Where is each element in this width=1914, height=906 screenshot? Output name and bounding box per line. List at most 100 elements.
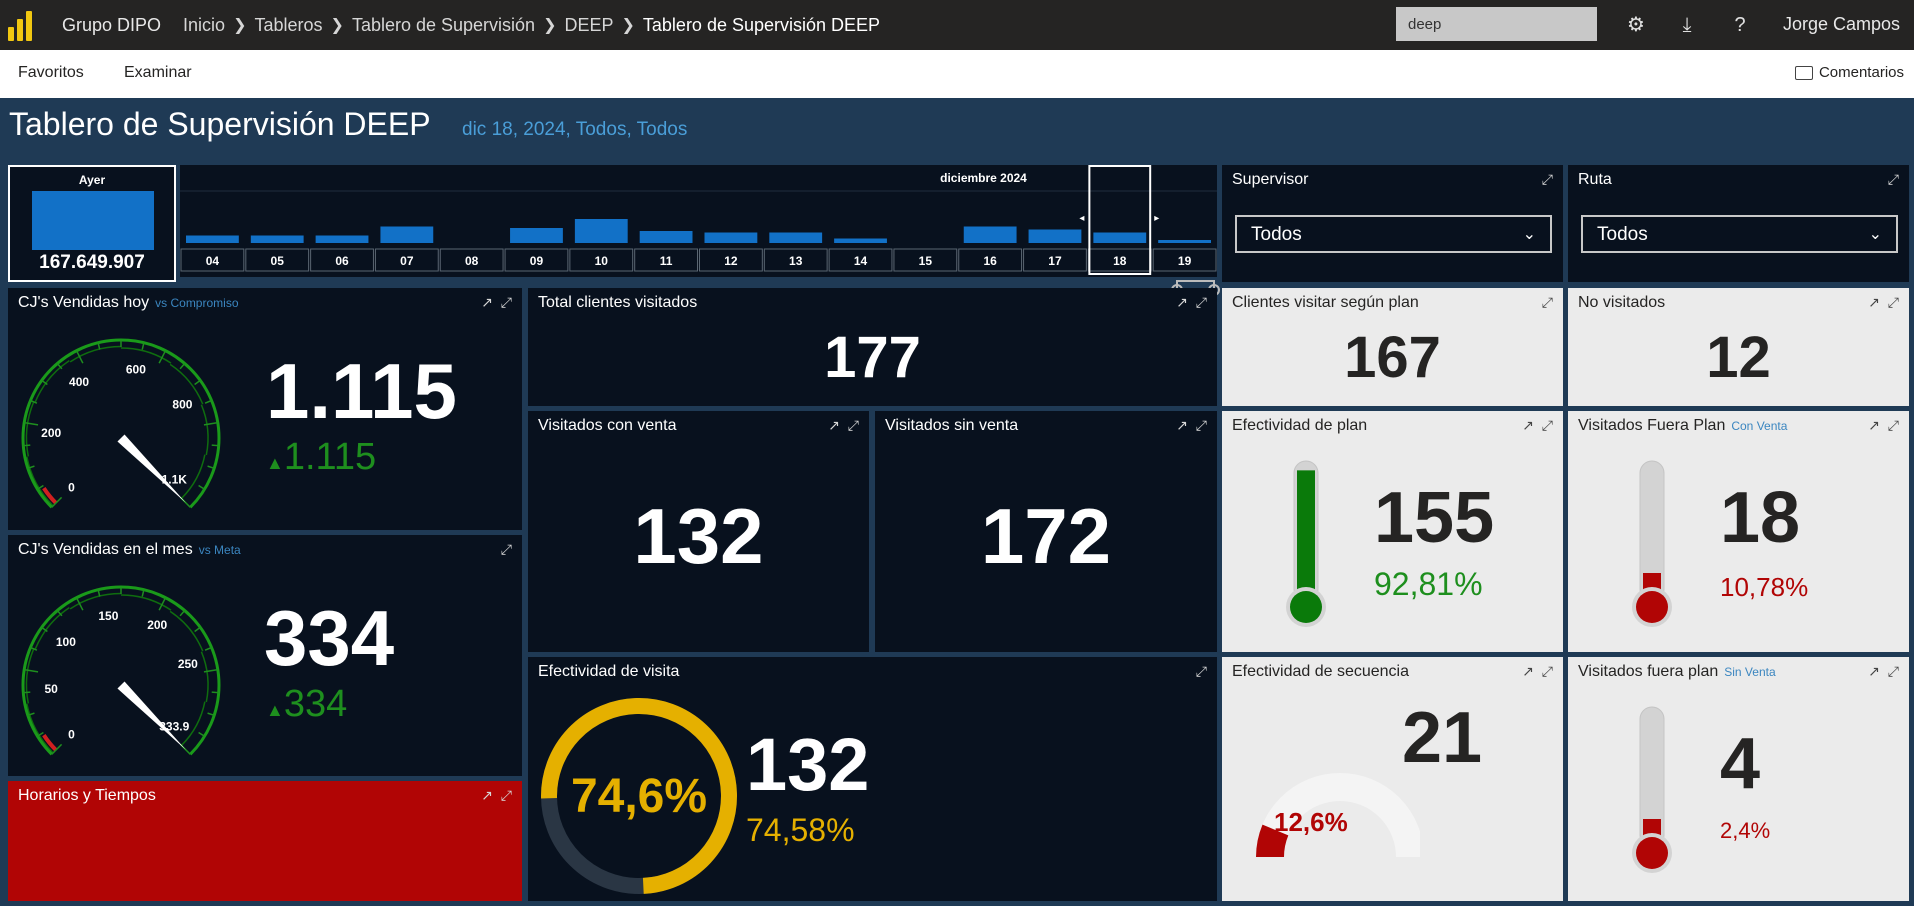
date-slicer-selected[interactable]: Ayer 167.649.907 bbox=[8, 165, 176, 282]
power-bi-logo-icon[interactable] bbox=[0, 0, 40, 50]
comments-button[interactable]: Comentarios bbox=[1794, 64, 1904, 81]
expand-icon[interactable]: ⤢ bbox=[1195, 294, 1207, 310]
expand-icon[interactable]: ⤢ bbox=[847, 417, 859, 433]
expand-icon[interactable]: ⤢ bbox=[500, 541, 512, 557]
breadcrumb-tablero-supervision[interactable]: Tablero de Supervisión bbox=[351, 14, 536, 35]
browse-link[interactable]: Examinar bbox=[124, 64, 192, 81]
timeline-day-label: 10 bbox=[595, 254, 609, 268]
gauge-band bbox=[169, 363, 204, 405]
expand-icon[interactable]: ⤢ bbox=[1541, 663, 1553, 679]
expand-icon[interactable]: ⤢ bbox=[500, 787, 512, 803]
open-external-icon[interactable]: ↗ bbox=[1176, 417, 1188, 433]
expand-icon[interactable]: ⤢ bbox=[500, 294, 512, 310]
efectividad-plan-tile[interactable]: Efectividad de plan ↗ ⤢ 155 92,81% bbox=[1222, 411, 1563, 652]
expand-icon[interactable]: ⤢ bbox=[1541, 417, 1553, 433]
gauge-band bbox=[25, 648, 35, 704]
open-external-icon[interactable]: ↗ bbox=[1522, 417, 1534, 433]
favorites-link[interactable]: Favoritos bbox=[18, 64, 84, 81]
breadcrumb-deep[interactable]: DEEP bbox=[564, 14, 614, 35]
open-external-icon[interactable]: ↗ bbox=[1176, 294, 1188, 310]
expand-icon[interactable]: ⤢ bbox=[1541, 171, 1553, 187]
fuera-plan-sin-tile[interactable]: Visitados fuera plan Sin Venta ↗ ⤢ 4 2,4% bbox=[1568, 657, 1909, 901]
horarios-tile[interactable]: Horarios y Tiempos ↗ ⤢ bbox=[8, 781, 522, 901]
semi-gauge-fill bbox=[1256, 824, 1289, 858]
gauge-tick bbox=[194, 626, 201, 633]
expand-icon[interactable]: ⤢ bbox=[1887, 417, 1899, 433]
open-external-icon[interactable]: ↗ bbox=[481, 787, 493, 803]
breadcrumb-inicio[interactable]: Inicio bbox=[183, 14, 226, 35]
timeline-day-label: 14 bbox=[854, 254, 868, 268]
efectividad-visita-tile[interactable]: Efectividad de visita ⤢ 74,6% 132 74,58% bbox=[528, 657, 1217, 901]
gauge-tick bbox=[24, 668, 39, 673]
gauge-max-label: 1.1K bbox=[162, 472, 188, 486]
cj-hoy-title-wrap: CJ's Vendidas hoy vs Compromiso bbox=[18, 294, 239, 312]
timeline-chart[interactable]: 04 05 06 07 08 09 10 11 12 13 14 15 16 17 18 ◂ ▸ 19 bbox=[180, 165, 1217, 277]
timeline-bar bbox=[963, 226, 1017, 243]
horarios-title: Horarios y Tiempos bbox=[18, 787, 156, 804]
breadcrumb-tableros[interactable]: Tableros bbox=[254, 14, 323, 35]
date-timeline[interactable]: diciembre 2024 04 05 06 07 08 09 10 11 12 13 14 15 1… bbox=[180, 165, 1217, 277]
gauge-tick bbox=[211, 691, 219, 694]
expand-icon[interactable]: ⤢ bbox=[1887, 663, 1899, 679]
timeline-bar bbox=[704, 232, 758, 243]
gauge-band bbox=[26, 703, 54, 754]
expand-icon[interactable]: ⤢ bbox=[1195, 663, 1207, 679]
fuera-plan-con-tile[interactable]: Visitados Fuera Plan Con Venta ↗ ⤢ 18 10,7… bbox=[1568, 411, 1909, 652]
con-venta-tile[interactable]: Visitados con venta ↗ ⤢ 132 bbox=[528, 411, 869, 652]
open-external-icon[interactable]: ↗ bbox=[481, 294, 493, 310]
open-external-icon[interactable]: ↗ bbox=[1522, 663, 1534, 679]
gauge-tick bbox=[204, 399, 212, 404]
gauge-band bbox=[200, 651, 209, 703]
user-name[interactable]: Jorge Campos bbox=[1783, 14, 1901, 34]
expand-icon[interactable]: ⤢ bbox=[1195, 417, 1207, 433]
gear-icon[interactable]: ⚙ bbox=[1627, 14, 1645, 36]
expand-icon[interactable]: ⤢ bbox=[1541, 294, 1553, 310]
gauge-tick bbox=[41, 379, 48, 386]
open-external-icon[interactable]: ↗ bbox=[1868, 663, 1880, 679]
gauge-arc bbox=[21, 338, 221, 509]
open-external-icon[interactable]: ↗ bbox=[1868, 294, 1880, 310]
gauge-tick bbox=[23, 691, 31, 694]
total-clientes-value: 177 bbox=[824, 325, 921, 390]
thermometer-bulb bbox=[1636, 591, 1668, 623]
gauge-tick-label: 100 bbox=[56, 635, 76, 649]
cj-hoy-tile[interactable]: CJ's Vendidas hoy vs Compromiso ↗ ⤢ 0 200 40… bbox=[8, 288, 522, 530]
gauge-tick bbox=[27, 465, 35, 469]
timeline-bar bbox=[380, 226, 434, 243]
open-external-icon[interactable]: ↗ bbox=[828, 417, 840, 433]
comment-icon bbox=[1794, 65, 1813, 80]
fuera-plan-sin-pct: 2,4% bbox=[1720, 818, 1771, 843]
chevron-right-icon: ❯ bbox=[621, 17, 635, 34]
timeline-bar bbox=[769, 232, 823, 243]
breadcrumb-current: Tablero de Supervisión DEEP bbox=[642, 14, 881, 35]
gauge-tick bbox=[141, 589, 145, 597]
download-icon[interactable]: ⤓ bbox=[1682, 14, 1692, 36]
timeline-bar bbox=[1093, 232, 1147, 243]
expand-icon[interactable]: ⤢ bbox=[1887, 294, 1899, 310]
timeline-bar bbox=[1028, 229, 1082, 243]
timeline-day-label: 12 bbox=[724, 254, 738, 268]
timeline-day-cell bbox=[699, 248, 763, 272]
supervisor-dropdown[interactable]: Todos ⌄ bbox=[1235, 215, 1552, 253]
timeline-day-cell bbox=[504, 248, 569, 272]
clientes-plan-tile[interactable]: Clientes visitar según plan ⤢ 167 bbox=[1222, 288, 1563, 406]
gauge-tick bbox=[75, 597, 84, 611]
ruta-dropdown[interactable]: Todos ⌄ bbox=[1581, 215, 1898, 253]
timeline-bar bbox=[510, 228, 563, 243]
no-visitados-tile[interactable]: No visitados ↗ ⤢ 12 bbox=[1568, 288, 1909, 406]
gauge-tick bbox=[211, 444, 219, 447]
org-name[interactable]: Grupo DIPO bbox=[62, 14, 162, 35]
timeline-day-cell bbox=[245, 248, 310, 272]
search-input[interactable] bbox=[1396, 7, 1597, 41]
help-icon[interactable]: ? bbox=[1734, 14, 1746, 36]
cj-mes-tile[interactable]: CJ's Vendidas en el mes vs Meta ⤢ 0 50 100 1… bbox=[8, 535, 522, 776]
total-clientes-tile[interactable]: Total clientes visitados ↗ ⤢ 177 bbox=[528, 288, 1217, 406]
sin-venta-tile[interactable]: Visitados sin venta ↗ ⤢ 172 bbox=[875, 411, 1217, 652]
open-external-icon[interactable]: ↗ bbox=[1868, 417, 1880, 433]
supervisor-tile: Supervisor ⤢ Todos ⌄ bbox=[1222, 165, 1563, 282]
ruta-title: Ruta bbox=[1578, 171, 1612, 188]
gauge-tick bbox=[97, 589, 101, 597]
efectividad-secuencia-tile[interactable]: Efectividad de secuencia ↗ ⤢ 21 12,6% bbox=[1222, 657, 1563, 901]
expand-icon[interactable]: ⤢ bbox=[1887, 171, 1899, 187]
efectividad-visita-ring-label: 74,6% bbox=[570, 770, 708, 823]
